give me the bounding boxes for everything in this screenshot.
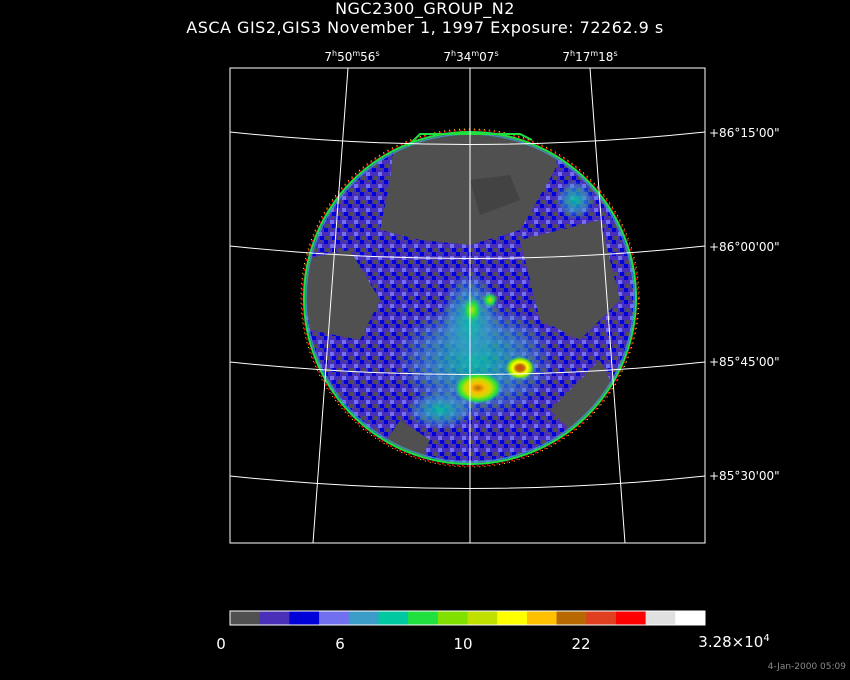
dec-grid-line xyxy=(230,131,705,145)
image-subtitle: ASCA GIS2,GIS3 November 1, 1997 Exposure… xyxy=(186,18,664,37)
colorbar-frame xyxy=(229,610,706,626)
colorbar-label: 22 xyxy=(571,635,591,653)
coordinate-grid xyxy=(230,68,705,543)
dec-label: +86°15'00" xyxy=(709,126,780,140)
plot-frame xyxy=(229,67,706,544)
colorbar xyxy=(230,611,706,625)
dec-label: +86°00'00" xyxy=(709,240,780,254)
dec-grid-line xyxy=(230,361,705,375)
ra-label: 7h17m18s xyxy=(562,49,618,64)
colorbar-swatch xyxy=(615,611,647,625)
colorbar-swatch xyxy=(408,611,439,625)
colorbar-label-max: 3.28×104 xyxy=(698,633,770,651)
timestamp: 4-Jan-2000 05:09 xyxy=(767,662,846,672)
ra-label: 7h50m56s xyxy=(324,49,380,64)
colorbar-swatch xyxy=(437,611,468,625)
ra-grid-line xyxy=(312,68,349,543)
colorbar-swatch xyxy=(467,611,498,625)
colorbar-label: 6 xyxy=(335,635,345,653)
colorbar-swatch xyxy=(230,611,261,625)
colorbar-swatch xyxy=(675,611,706,625)
colorbar-swatch xyxy=(526,611,558,625)
ra-grid-line xyxy=(589,68,626,543)
dec-label: +85°30'00" xyxy=(709,469,780,483)
colorbar-swatch xyxy=(259,611,290,625)
colorbar-swatch xyxy=(586,611,617,625)
dec-grid-line xyxy=(230,245,705,259)
colorbar-swatch xyxy=(645,611,676,625)
dec-label: +85°45'00" xyxy=(709,355,780,369)
colorbar-swatch xyxy=(289,611,320,625)
colorbar-swatch xyxy=(348,611,379,625)
colorbar-label: 0 xyxy=(216,635,226,653)
colorbar-swatch xyxy=(378,611,409,625)
image-title: NGC2300_GROUP_N2 xyxy=(335,0,515,18)
dec-grid-line xyxy=(230,475,705,489)
colorbar-swatch xyxy=(556,611,587,625)
ra-label: 7h34m07s xyxy=(443,49,499,64)
colorbar-swatch xyxy=(497,611,528,625)
colorbar-label: 10 xyxy=(453,635,473,653)
colorbar-swatch xyxy=(319,611,350,625)
